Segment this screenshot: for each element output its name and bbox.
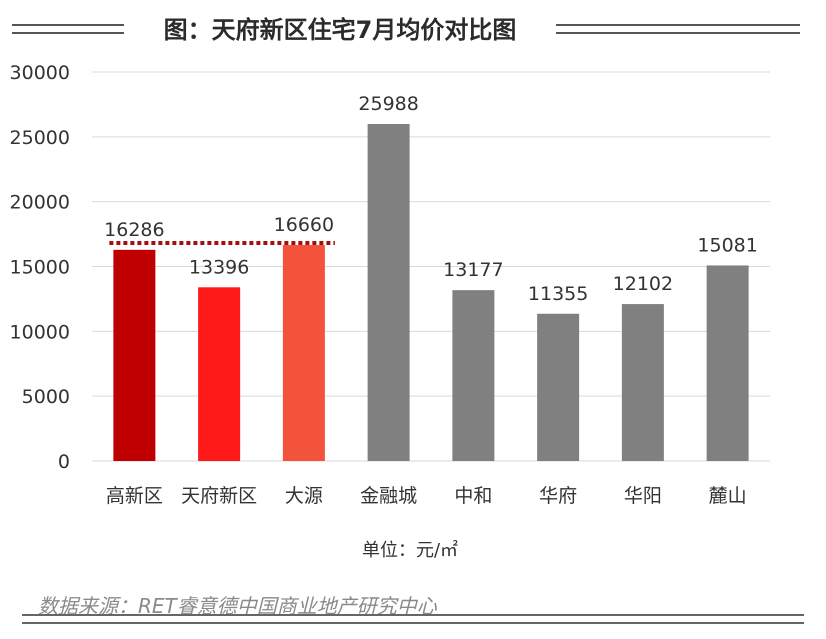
x-tick-label: 麓山	[709, 485, 747, 507]
bar	[113, 249, 156, 461]
y-tick-label: 0	[58, 451, 70, 473]
data-label: 12102	[613, 273, 673, 295]
bars	[113, 124, 749, 461]
data-label: 11355	[528, 283, 588, 305]
x-tick-label: 华府	[539, 485, 577, 507]
y-tick-label: 20000	[10, 192, 70, 214]
bottom-rule	[22, 614, 804, 624]
y-tick-label: 25000	[10, 127, 70, 149]
title-bar: 图：天府新区住宅7月均价对比图	[0, 10, 826, 50]
x-tick-label: 大源	[285, 485, 323, 507]
bar	[537, 313, 580, 461]
x-tick-label: 金融城	[360, 485, 417, 507]
x-tick-label: 天府新区	[181, 485, 257, 507]
data-label: 13177	[443, 259, 503, 281]
bar	[198, 287, 241, 461]
bar	[367, 124, 410, 461]
x-tick-label: 高新区	[106, 485, 163, 507]
x-axis-ticks: 高新区 天府新区 大源 金融城 中和 华府 华阳 麓山	[106, 485, 747, 507]
x-tick-label: 华阳	[624, 485, 662, 507]
bar	[452, 290, 495, 461]
bar	[706, 265, 749, 461]
data-label: 16660	[274, 214, 334, 236]
bar	[621, 304, 664, 461]
chart-title: 图：天府新区住宅7月均价对比图	[163, 16, 517, 44]
data-label: 25988	[358, 93, 418, 115]
y-tick-label: 10000	[10, 321, 70, 343]
x-tick-label: 中和	[454, 485, 492, 507]
data-label: 16286	[104, 219, 164, 241]
data-labels: 16286 13396 16660 25988 13177 11355 12102 15081	[104, 93, 758, 305]
bar	[282, 244, 325, 461]
x-axis-label: 单位：元/㎡	[361, 540, 459, 561]
title-rule-left	[12, 24, 124, 34]
y-tick-label: 30000	[10, 62, 70, 84]
y-axis-ticks: 30000 25000 20000 15000 10000 5000 0	[10, 62, 70, 473]
title-rule-right	[556, 24, 800, 34]
data-label: 15081	[697, 234, 757, 256]
y-tick-label: 15000	[10, 257, 70, 279]
y-tick-label: 5000	[22, 386, 70, 408]
data-label: 13396	[189, 256, 249, 278]
